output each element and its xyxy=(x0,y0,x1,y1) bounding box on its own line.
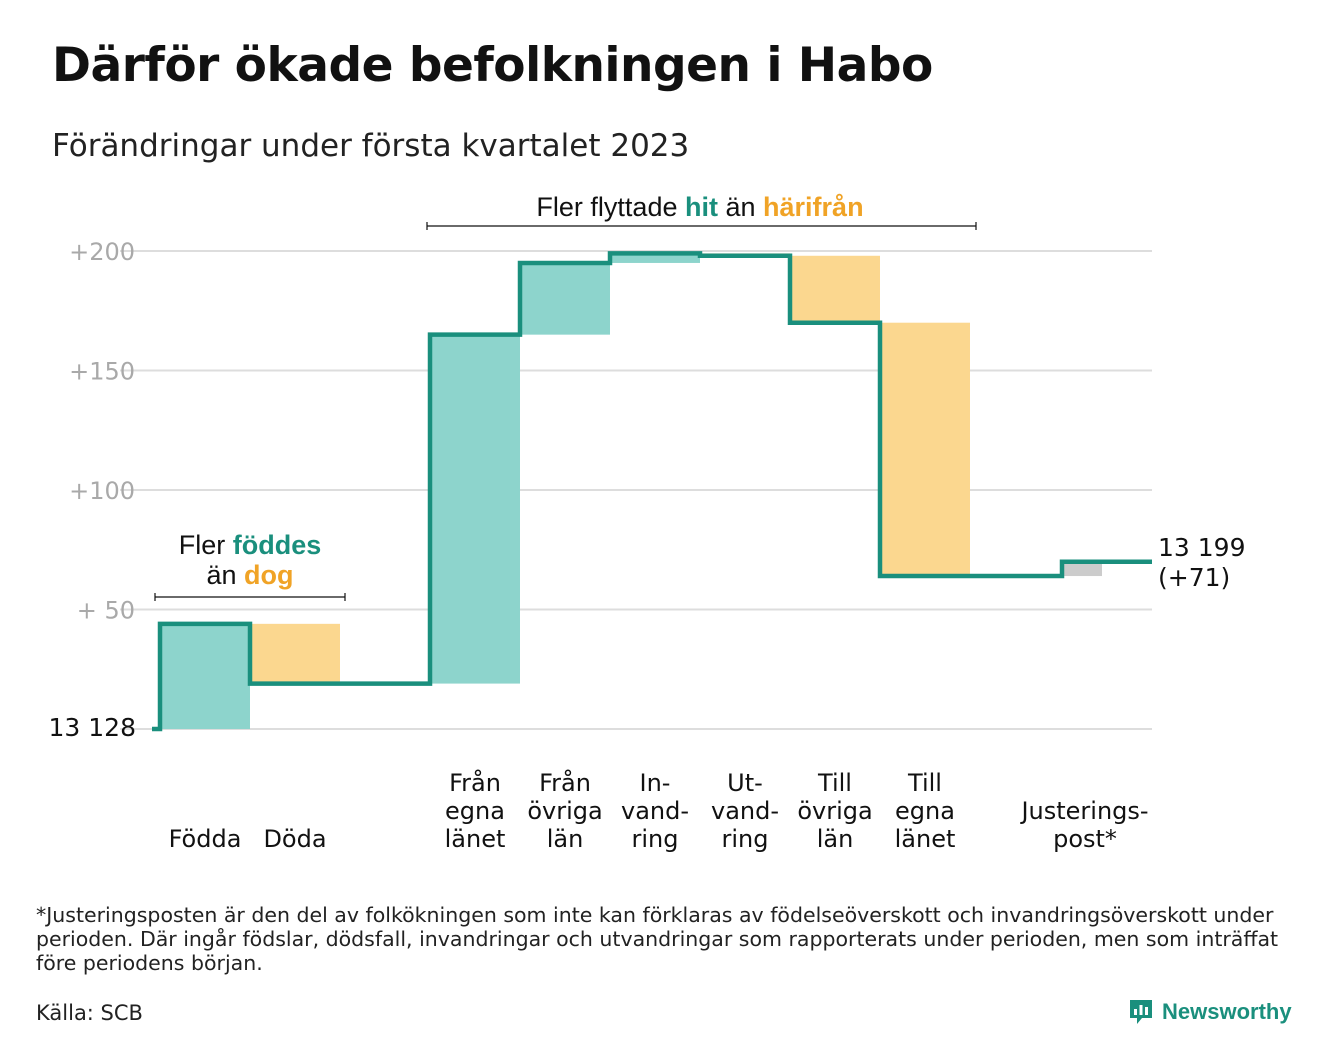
category-label: län xyxy=(547,825,584,853)
waterfall-bar xyxy=(790,255,880,323)
start-value-label: 13 128 xyxy=(49,713,136,742)
annotation-text-part: Fler flyttade xyxy=(536,192,685,222)
category-label: Från xyxy=(449,768,501,797)
category-label: länet xyxy=(895,825,956,853)
annotation-text-part: än xyxy=(206,560,244,590)
category-label: In- xyxy=(640,769,671,797)
category-label: länet xyxy=(445,825,506,853)
annotation-bracket-migration xyxy=(426,222,977,230)
waterfall-bar xyxy=(1062,561,1102,577)
category-label: Ut- xyxy=(727,769,763,797)
category-label: Från xyxy=(539,768,591,797)
category-label: län xyxy=(817,825,854,853)
category-label: ring xyxy=(722,825,769,853)
waterfall-bar xyxy=(430,334,520,684)
category-label: post* xyxy=(1053,825,1117,853)
category-label: Döda xyxy=(263,825,326,853)
newsworthy-logo-icon xyxy=(1130,1000,1152,1024)
brand-logo: Newsworthy xyxy=(1128,998,1292,1026)
waterfall-bar xyxy=(610,253,700,263)
category-label: Till xyxy=(907,769,942,797)
page-subtitle: Förändringar under första kvartalet 2023 xyxy=(52,128,690,164)
annotation-migration: Fler flyttade hit än härifrån xyxy=(536,192,863,222)
annotation-text-part: dog xyxy=(244,560,293,590)
category-label: Till xyxy=(817,769,852,797)
source-label: Källa: SCB xyxy=(36,1001,143,1025)
brand-name: Newsworthy xyxy=(1162,999,1292,1024)
waterfall-chart: +200 +150 +100 + 50 13 128 13 199(+71) Födda Dö… xyxy=(49,192,1246,853)
y-tick-label: +150 xyxy=(69,358,135,386)
waterfall-bar xyxy=(250,623,340,684)
annotation-text-part: än xyxy=(718,192,763,222)
category-label: egna xyxy=(445,797,505,825)
annotation-text-part: härifrån xyxy=(763,192,864,222)
cumulative-line xyxy=(152,251,1152,732)
end-value-label: 13 199 xyxy=(1158,533,1245,562)
category-label: vand- xyxy=(711,797,779,825)
category-label: vand- xyxy=(621,797,689,825)
category-label: ring xyxy=(632,825,679,853)
y-tick-label: +200 xyxy=(69,238,135,266)
annotation-text-part: Fler xyxy=(179,530,233,560)
annotation-text-part: föddes xyxy=(233,530,322,560)
category-label: övriga xyxy=(797,797,872,825)
y-tick-label: +100 xyxy=(69,477,135,505)
category-label: Födda xyxy=(169,825,242,853)
category-label: övriga xyxy=(527,797,602,825)
annotation-births-line2: än dog xyxy=(206,560,293,590)
annotation-births: Fler föddes xyxy=(179,530,322,560)
category-label: Justerings- xyxy=(1019,797,1148,825)
y-tick-label: + 50 xyxy=(77,597,135,625)
end-change-label: (+71) xyxy=(1158,563,1230,592)
page-title: Därför ökade befolkningen i Habo xyxy=(52,38,933,93)
category-label: egna xyxy=(895,797,955,825)
annotation-bracket-births xyxy=(154,593,346,601)
footnote: *Justeringsposten är den del av folkökni… xyxy=(36,903,1279,975)
waterfall-bar xyxy=(160,623,250,729)
annotation-text-part: hit xyxy=(685,192,718,222)
waterfall-bar xyxy=(520,262,610,335)
waterfall-bar xyxy=(880,322,970,577)
